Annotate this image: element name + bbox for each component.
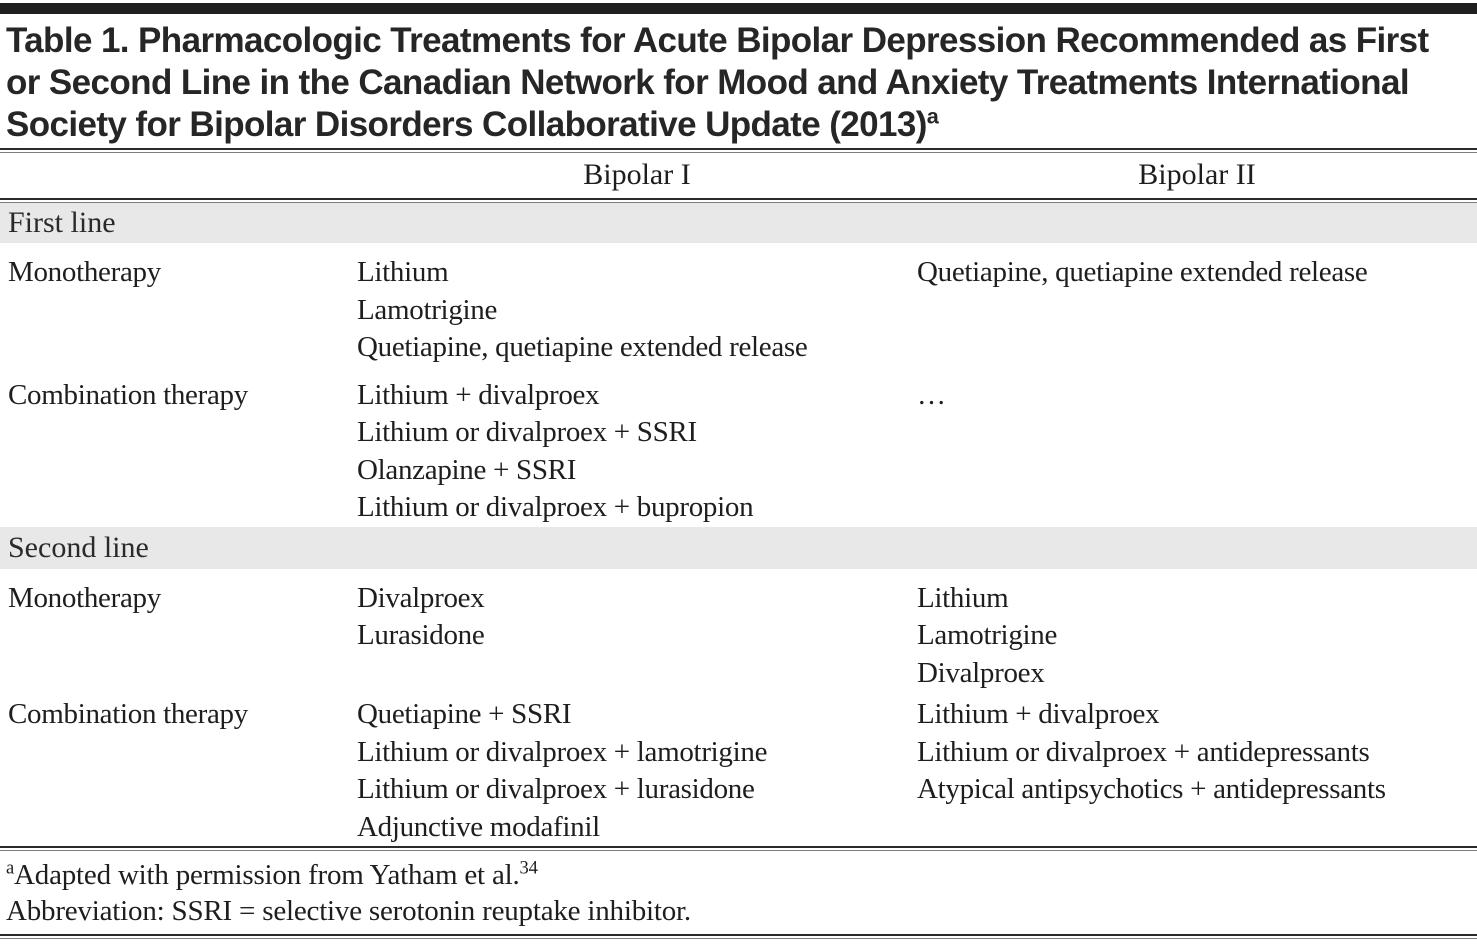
table-title-line-1: Table 1. Pharmacologic Treatments for Ac… [6,21,1429,60]
section-header-second-line: Second line [0,526,1477,569]
table-title-footnote-marker: a [926,103,939,129]
bipolar-i-cell: Lithium Lamotrigine Quetiapine, quetiapi… [357,256,808,363]
table-row: Combination therapy Lithium + divalproex… [0,372,1477,527]
row-label-column-spacer [0,192,357,198]
footnote-abbreviation: Abbreviation: SSRI = selective serotonin… [6,895,691,927]
column-header-bipolar-ii: Bipolar II [1138,158,1256,191]
table-row: Monotherapy Divalproex Lurasidone Lithiu… [0,569,1477,693]
bipolar-ii-cell: Lithium Lamotrigine Divalproex [917,581,1058,689]
bipolar-ii-cell: Lithium + divalproex Lithium or divalpro… [917,698,1386,805]
bipolar-i-cell: Quetiapine + SSRI Lithium or divalproex … [357,698,768,843]
table-top-border [0,3,1477,14]
section-header-first-line: First line [0,203,1477,243]
table-title: Table 1. Pharmacologic Treatments for Ac… [0,14,1477,148]
bipolar-ii-cell: Quetiapine, quetiapine extended release [917,256,1368,288]
bipolar-ii-cell: … [917,378,946,411]
row-label: Combination therapy [8,378,248,411]
footnote-source-reference: 34 [519,857,538,879]
row-label: Monotherapy [8,581,161,614]
body-footnote-divider-rule [0,846,1477,851]
footnote-source-marker: a [6,857,15,879]
row-label: Combination therapy [8,698,248,730]
footnote-source: aAdapted with permission from Yatham et … [6,857,1469,893]
table-row: Combination therapy Quetiapine + SSRI Li… [0,692,1477,846]
row-label: Monotherapy [8,256,161,288]
table-row: Monotherapy Lithium Lamotrigine Quetiapi… [0,243,1477,372]
column-header-row: Bipolar I Bipolar II [0,153,1477,198]
header-divider-rule [0,198,1477,203]
footnotes: aAdapted with permission from Yatham et … [0,851,1477,929]
bipolar-i-cell: Divalproex Lurasidone [357,581,485,652]
footnote-source-text: Adapted with permission from Yatham et a… [14,859,520,891]
bipolar-i-cell: Lithium + divalproex Lithium or divalpro… [357,378,754,524]
table-title-line-3: Society for Bipolar Disorders Collaborat… [6,104,1469,146]
table-title-line-2: or Second Line in the Canadian Network f… [6,63,1410,102]
column-header-bipolar-i: Bipolar I [583,158,691,191]
title-divider-rule [0,148,1477,153]
table-bottom-border [0,934,1477,939]
table-title-line-3-text: Society for Bipolar Disorders Collaborat… [6,105,927,144]
